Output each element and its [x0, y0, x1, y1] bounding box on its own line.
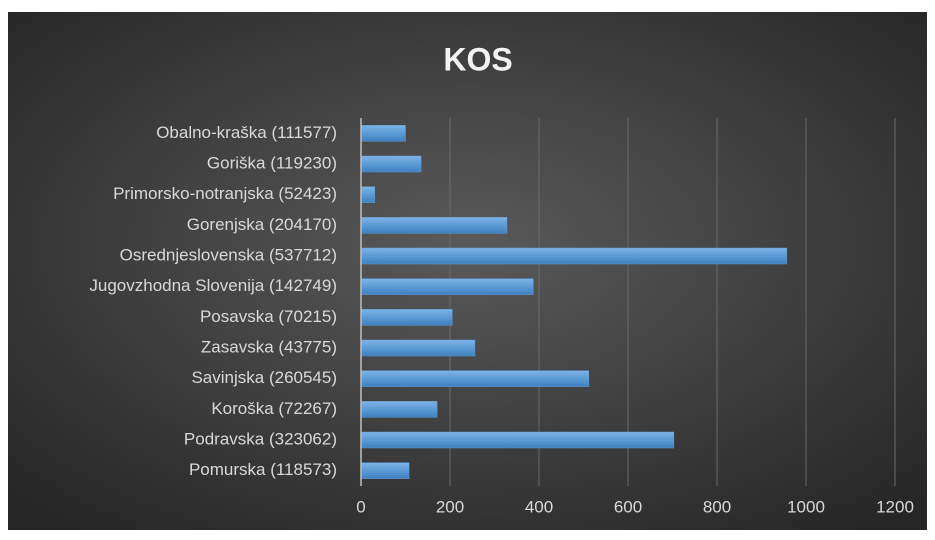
x-tick-label: 600 [614, 497, 642, 516]
y-tick-label: Pomurska (118573) [189, 460, 337, 479]
x-tick-label: 200 [436, 497, 464, 516]
bar [360, 247, 788, 265]
bar [360, 370, 590, 387]
bar [360, 186, 376, 203]
y-tick-label: Koroška (72267) [211, 399, 337, 418]
y-tick-label: Obalno-kraška (111577) [156, 123, 337, 142]
bar [360, 217, 508, 234]
x-tick-label: 0 [356, 497, 365, 516]
y-tick-label: Goriška (119230) [207, 153, 337, 172]
y-tick-label: Podravska (323062) [184, 429, 337, 448]
y-tick-label: Gorenjska (204170) [187, 215, 337, 234]
y-tick-label: Posavska (70215) [200, 307, 337, 326]
bar [360, 339, 476, 357]
bar [360, 309, 453, 326]
bar [360, 401, 438, 418]
x-tick-label: 1200 [876, 497, 914, 516]
bar [360, 278, 534, 295]
x-tick-label: 800 [703, 497, 731, 516]
x-tick-label: 400 [525, 497, 553, 516]
bar [360, 125, 406, 142]
y-tick-label: Primorsko-notranjska (52423) [113, 184, 337, 203]
x-tick-label: 1000 [787, 497, 825, 516]
chart-background [8, 12, 927, 530]
bar [360, 155, 422, 173]
y-tick-label: Savinjska (260545) [191, 368, 337, 387]
y-tick-label: Zasavska (43775) [201, 337, 337, 356]
chart-title: KOS [443, 41, 512, 77]
bar [360, 431, 675, 449]
y-tick-label: Jugovzhodna Slovenija (142749) [89, 276, 337, 295]
bar [360, 462, 410, 479]
y-tick-label: Osrednjeslovenska (537712) [120, 245, 337, 264]
